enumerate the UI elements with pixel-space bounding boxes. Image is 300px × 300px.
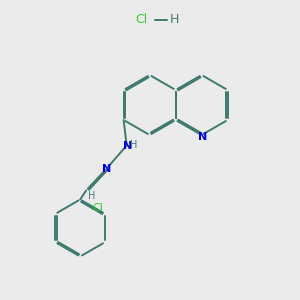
Text: H: H (169, 13, 179, 26)
Text: H: H (88, 191, 96, 201)
Text: N: N (123, 141, 132, 151)
Text: Cl: Cl (135, 13, 147, 26)
Text: H: H (130, 140, 137, 150)
Text: N: N (199, 131, 208, 142)
Text: Cl: Cl (92, 203, 103, 213)
Text: N: N (102, 164, 111, 174)
